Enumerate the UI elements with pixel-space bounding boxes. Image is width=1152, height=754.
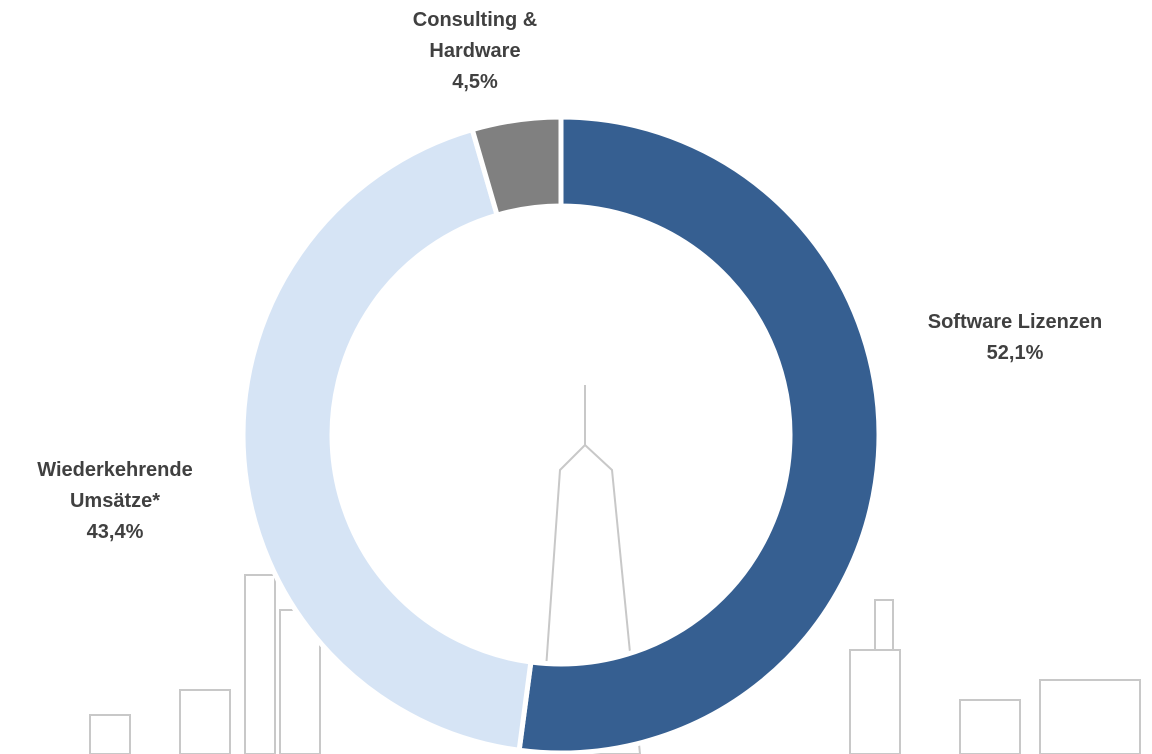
value-label: 4,5% (395, 67, 555, 98)
donut-slice (519, 117, 879, 753)
category-label: Consulting & Hardware (395, 5, 555, 67)
value-label: 43,4% (15, 517, 215, 548)
slice-label: Wiederkehrende Umsätze*43,4% (15, 455, 215, 548)
chart (0, 0, 1152, 754)
category-label: Software Lizenzen (885, 307, 1145, 338)
category-label: Wiederkehrende Umsätze* (15, 455, 215, 517)
donut-slice (243, 130, 531, 751)
value-label: 52,1% (885, 338, 1145, 369)
page: Software Lizenzen52,1% Wiederkehrende Ums… (0, 0, 1152, 754)
